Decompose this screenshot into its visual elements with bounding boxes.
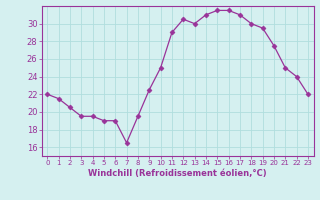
X-axis label: Windchill (Refroidissement éolien,°C): Windchill (Refroidissement éolien,°C)	[88, 169, 267, 178]
